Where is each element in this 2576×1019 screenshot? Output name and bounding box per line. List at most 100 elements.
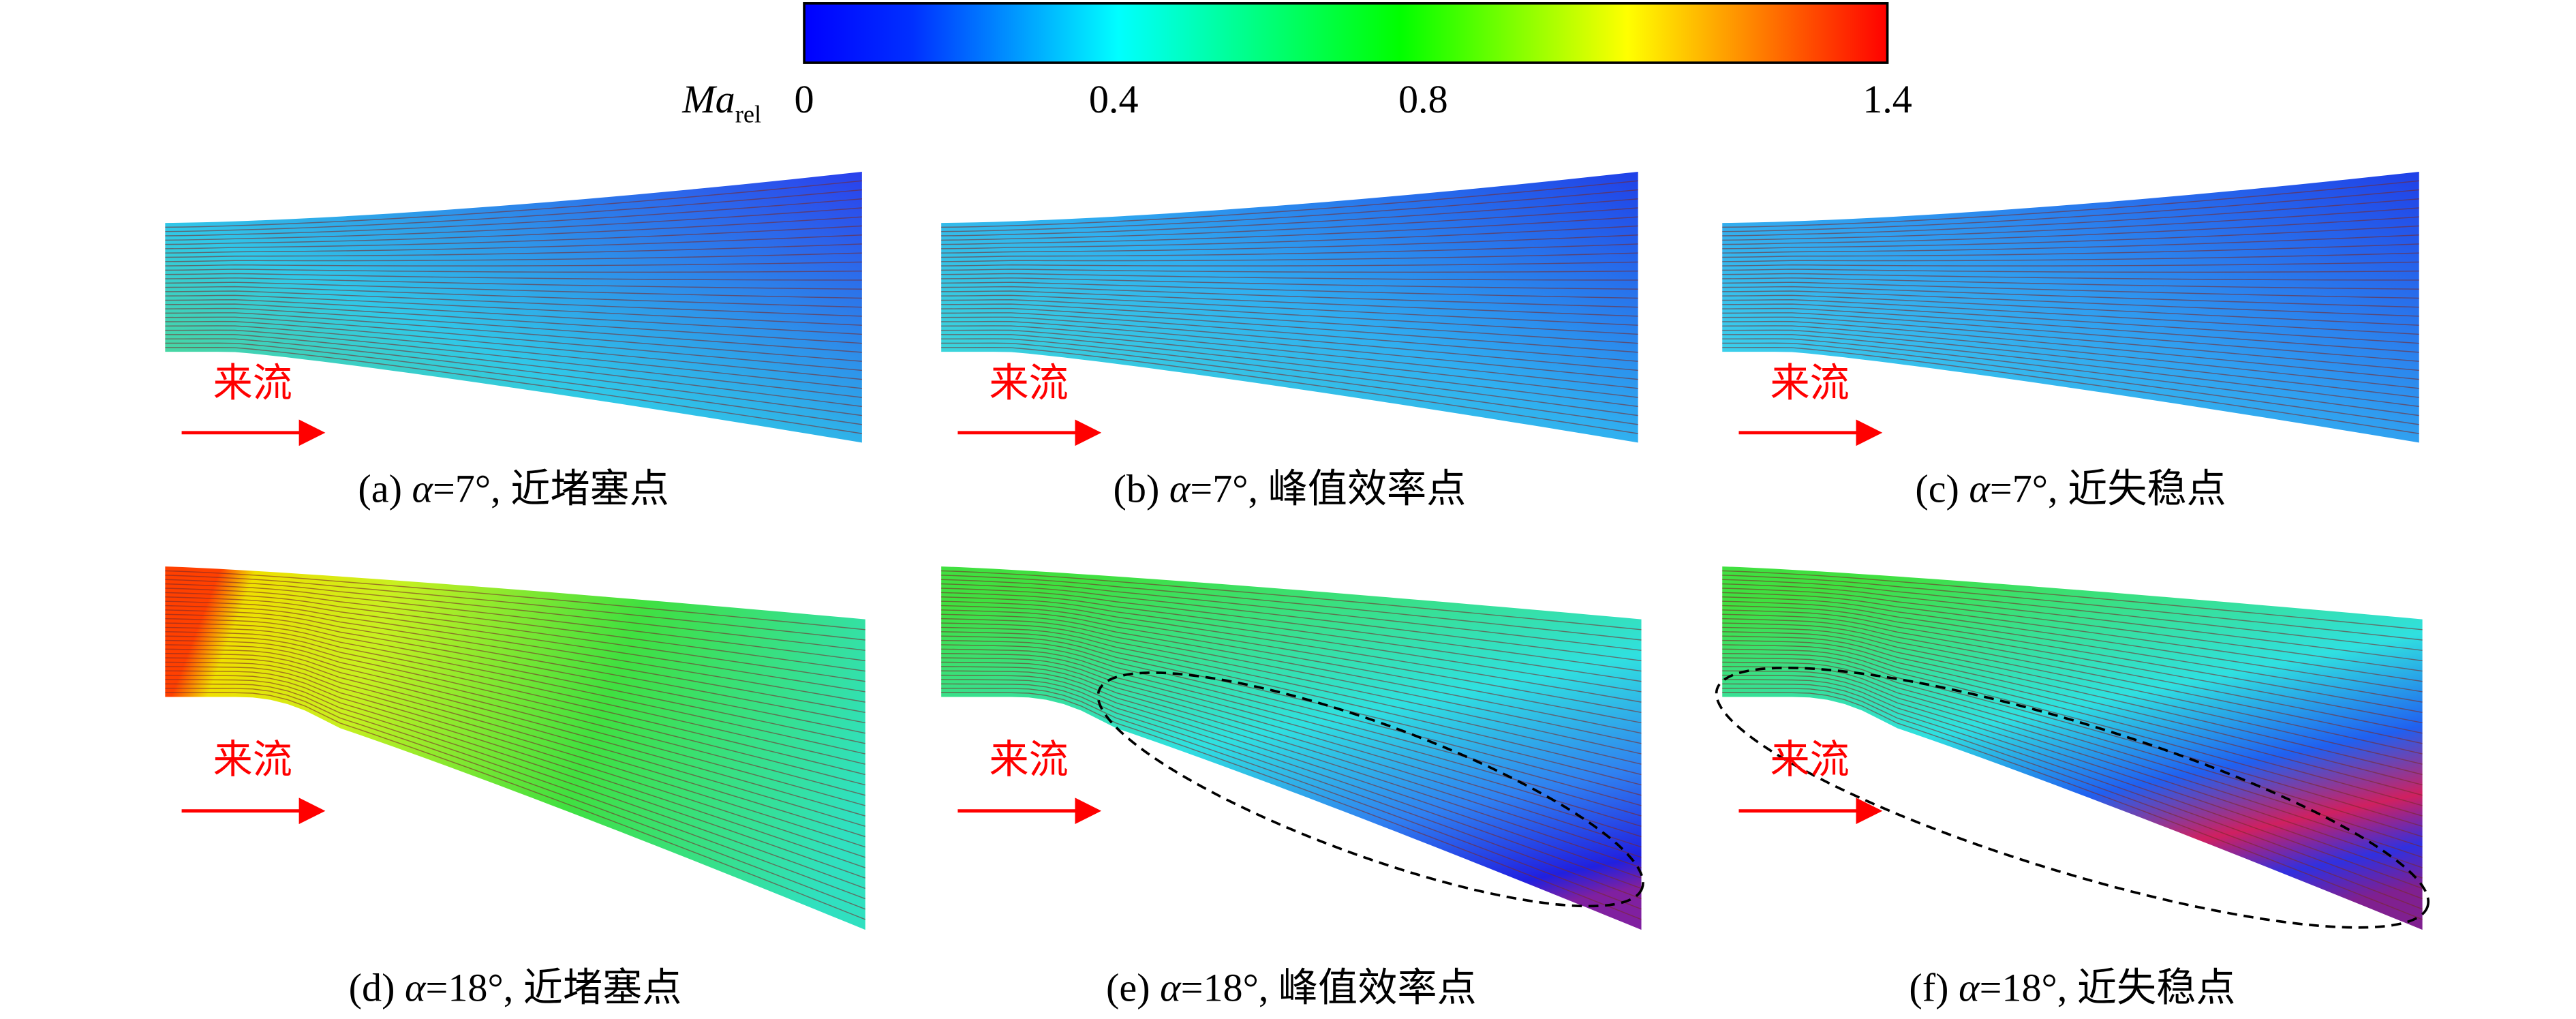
streamline <box>941 252 1638 262</box>
streamline <box>1722 679 2423 889</box>
streamline <box>1722 290 2419 317</box>
streamline <box>165 575 865 641</box>
flow-label: 来流 <box>989 737 1068 782</box>
streamline <box>1722 252 2419 262</box>
caption-condition: =18°, 近失稳点 <box>1980 965 2236 1009</box>
streamline <box>941 286 1638 308</box>
streamline <box>941 347 1638 434</box>
streamline <box>165 207 862 241</box>
panel: 来流 (c) α=7°, 近失稳点 <box>1722 171 2419 511</box>
streamline <box>941 294 1638 326</box>
streamline <box>165 670 865 868</box>
streamline <box>941 666 1642 858</box>
caption-id: (e) <box>1106 965 1150 1009</box>
streamline <box>1722 644 2423 806</box>
streamline <box>1722 320 2419 380</box>
streamline <box>1722 216 2419 245</box>
streamline <box>941 282 1638 299</box>
streamline <box>165 600 865 703</box>
streamline <box>941 570 1642 630</box>
streamline <box>165 652 865 827</box>
streamline <box>165 303 862 344</box>
streamline <box>165 570 865 630</box>
streamline <box>1722 618 2423 744</box>
streamline <box>165 290 862 317</box>
streamline <box>165 579 865 651</box>
streamline <box>941 618 1642 744</box>
panel-caption: (e) α=18°, 峰值效率点 <box>1106 965 1477 1009</box>
streamline <box>941 626 1642 765</box>
colorbar <box>803 2 1889 64</box>
caption-id: (f) <box>1909 965 1948 1009</box>
streamline <box>941 688 1642 910</box>
streamline <box>1722 312 2419 362</box>
streamline <box>1722 303 2419 344</box>
streamline <box>165 666 865 858</box>
caption-symbol: α <box>1160 965 1182 1009</box>
flow-label: 来流 <box>989 361 1068 406</box>
streamline <box>165 294 862 326</box>
streamline <box>941 225 1638 249</box>
streamline <box>941 670 1642 868</box>
streamline <box>1722 299 2419 335</box>
panel: 来流 (a) α=7°, 近堵塞点 <box>165 171 862 511</box>
panel-caption: (d) α=18°, 近堵塞点 <box>349 965 682 1009</box>
streamline <box>165 583 865 662</box>
panel: 来流 (f) α=18°, 近失稳点 <box>1715 566 2430 1009</box>
streamline <box>1722 605 2423 714</box>
streamline <box>941 592 1642 682</box>
streamline <box>165 692 865 920</box>
streamline <box>941 333 1638 408</box>
highlight-ellipse <box>1715 667 2430 929</box>
streamline <box>941 579 1642 651</box>
streamline <box>1722 588 2423 672</box>
streamline <box>941 303 1638 344</box>
streamline <box>1722 207 2419 241</box>
streamline <box>1722 329 2419 398</box>
streamline <box>1722 180 2419 228</box>
streamline <box>941 342 1638 425</box>
streamline <box>941 596 1642 693</box>
flow-label: 来流 <box>213 361 292 406</box>
streamline <box>941 635 1642 786</box>
streamline <box>1722 282 2419 299</box>
streamline <box>941 325 1638 389</box>
caption-condition: =18°, 峰值效率点 <box>1181 965 1477 1009</box>
contour <box>165 171 862 443</box>
streamline <box>165 273 862 281</box>
streamline <box>941 216 1638 245</box>
streamline <box>165 338 862 416</box>
streamline <box>941 683 1642 900</box>
streamline <box>1722 294 2419 326</box>
streamline <box>1722 622 2423 755</box>
streamline <box>1722 273 2419 281</box>
streamline <box>1722 342 2419 425</box>
streamline <box>165 329 862 398</box>
streamline <box>941 652 1642 827</box>
streamline <box>165 342 862 425</box>
streamline <box>1722 198 2419 237</box>
streamline <box>1722 261 2419 267</box>
streamline <box>165 234 862 254</box>
streamline <box>165 299 862 335</box>
panel: 来流 (d) α=18°, 近堵塞点 <box>165 566 865 1009</box>
streamline <box>165 307 862 353</box>
streamline <box>165 252 862 262</box>
streamline <box>941 307 1638 353</box>
panel-caption: (c) α=7°, 近失稳点 <box>1915 467 2226 511</box>
flow-label: 来流 <box>1770 737 1850 782</box>
streamline <box>1722 575 2423 641</box>
streamline <box>1722 666 2423 858</box>
streamline <box>941 207 1638 241</box>
contour <box>941 171 1638 443</box>
streamline <box>165 688 865 910</box>
streamline <box>1722 609 2423 724</box>
streamline <box>941 261 1638 267</box>
colorbar-label-sub: rel <box>735 100 761 127</box>
streamline <box>165 596 865 693</box>
streamline <box>1722 639 2423 796</box>
panel: 来流 (b) α=7°, 峰值效率点 <box>941 171 1638 511</box>
colorbar-label-main: Ma <box>681 77 735 121</box>
